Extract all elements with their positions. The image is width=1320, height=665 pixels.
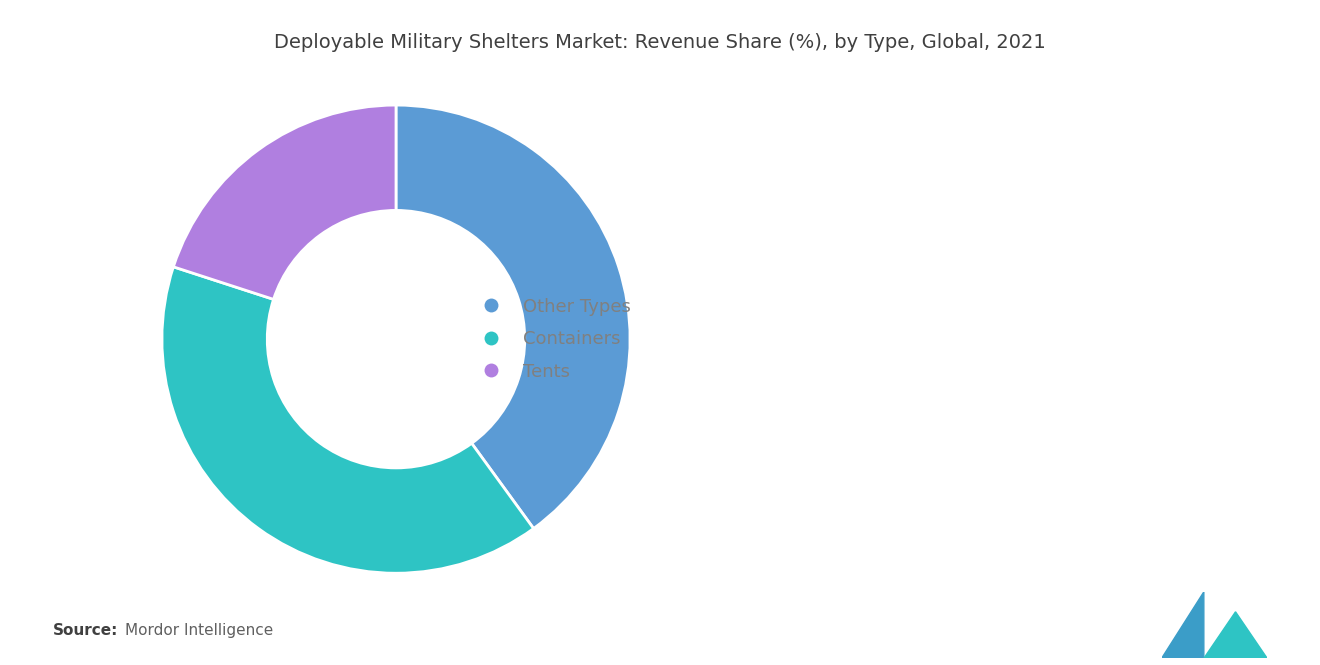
Text: Source:: Source: xyxy=(53,623,119,638)
Wedge shape xyxy=(173,105,396,299)
Polygon shape xyxy=(1204,612,1267,658)
Text: Mordor Intelligence: Mordor Intelligence xyxy=(125,623,273,638)
Legend: Other Types, Containers, Tents: Other Types, Containers, Tents xyxy=(463,289,640,390)
Polygon shape xyxy=(1162,592,1204,658)
Wedge shape xyxy=(162,267,533,573)
Text: Deployable Military Shelters Market: Revenue Share (%), by Type, Global, 2021: Deployable Military Shelters Market: Rev… xyxy=(275,33,1045,53)
Wedge shape xyxy=(396,105,630,529)
